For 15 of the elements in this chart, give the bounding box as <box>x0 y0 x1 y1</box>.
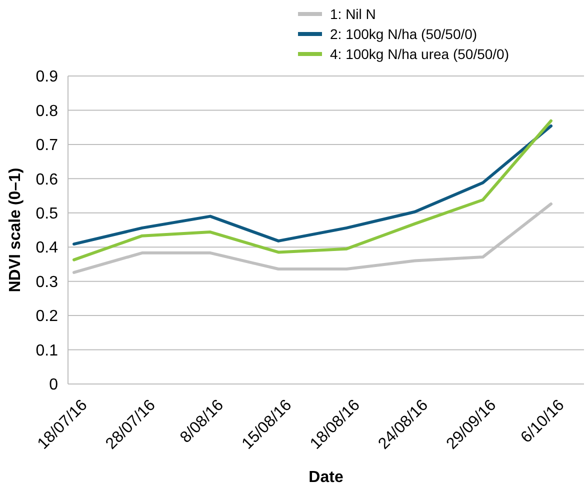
x-axis-title: Date <box>308 469 344 486</box>
y-tick-label: 0.5 <box>36 205 58 222</box>
y-tick-label: 0.2 <box>36 308 58 326</box>
y-axis-title: NDVI scale (0–1) <box>7 168 24 292</box>
legend-label: 2: 100kg N/ha (50/50/0) <box>330 26 478 42</box>
legend-label: 4: 100kg N/ha urea (50/50/0) <box>330 46 510 62</box>
y-tick-label: 0.3 <box>36 274 58 291</box>
y-tick-label: 0.9 <box>36 68 58 86</box>
y-tick-label: 0.1 <box>36 342 58 360</box>
y-tick-label: 0.6 <box>36 171 58 188</box>
legend-label: 1: Nil N <box>330 6 376 22</box>
y-tick-label: 0.7 <box>36 137 58 154</box>
y-tick-label: 0.8 <box>36 102 58 120</box>
y-tick-label: 0 <box>49 376 58 394</box>
y-tick-label: 0.4 <box>36 240 58 257</box>
